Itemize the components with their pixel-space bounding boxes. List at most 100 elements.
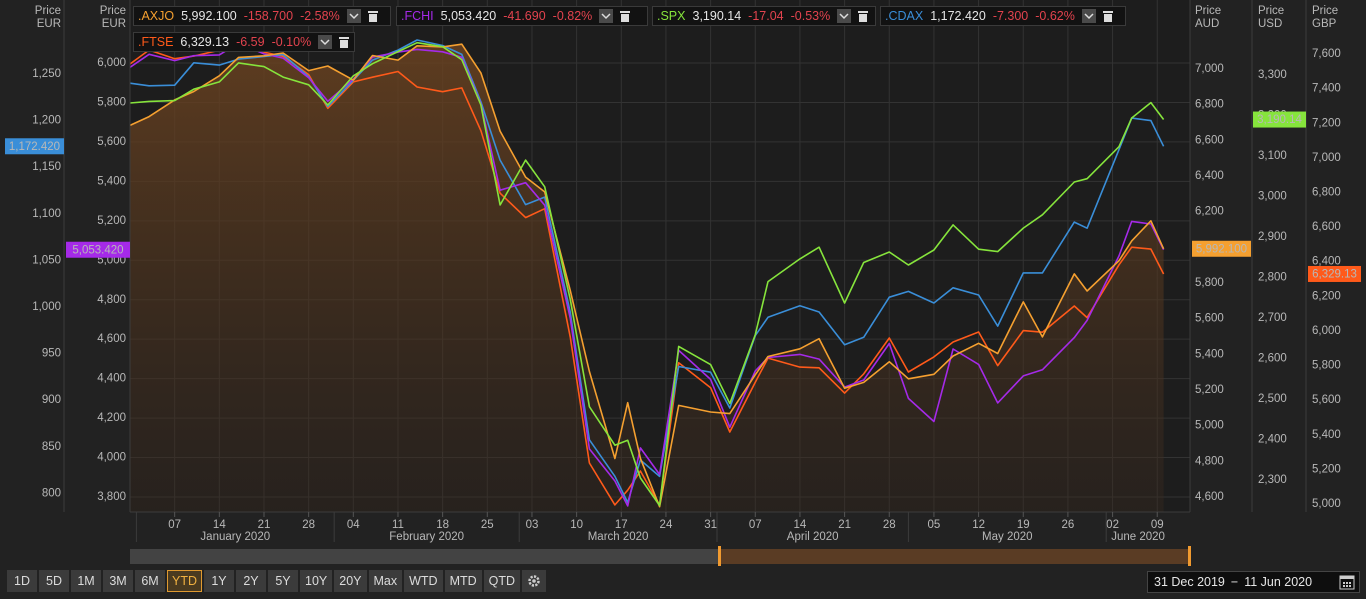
last-value-label: 6,329.13 [1312,269,1357,281]
date-to[interactable]: 11 Jun 2020 [1244,575,1313,589]
y-tick-label: 7,000 [1312,152,1341,164]
navigator-handle[interactable] [1188,546,1191,566]
y-tick-label: 5,000 [1195,420,1224,432]
y-tick-label: 6,200 [1195,206,1224,218]
y-tick-label: 7,200 [1312,117,1341,129]
y-tick-label: 1,050 [32,254,61,266]
range-button[interactable]: WTD [404,570,443,592]
dropdown-button[interactable] [1081,9,1096,23]
x-tick-label: 04 [347,519,360,531]
delete-button[interactable] [1101,9,1115,23]
range-button[interactable]: 3M [103,570,133,592]
dropdown-button[interactable] [837,9,852,23]
legend-name[interactable]: .CDAX [885,9,924,23]
x-tick-label: 03 [526,519,539,531]
dropdown-button[interactable] [346,9,361,23]
y-tick-label: 5,400 [1312,429,1341,441]
chart: PriceEUR8008509009501,0001,0501,1001,150… [5,0,1361,566]
y-tick-label: 6,200 [1312,290,1341,302]
delete-button[interactable] [856,9,870,23]
legend-change-pct: -0.82% [552,9,593,23]
range-button[interactable]: 1D [7,570,37,592]
y-tick-label: 5,800 [97,96,126,108]
y-tick-label: 2,300 [1258,474,1287,486]
y-tick-label: 5,800 [1195,277,1224,289]
y-tick-label: 6,800 [1312,186,1341,198]
range-button[interactable]: 5Y [268,570,298,592]
legend-change-pct: -0.62% [1035,9,1075,23]
axis-title: Price [1312,5,1338,17]
axis-title: Price [35,5,61,17]
legend-name[interactable]: .FTSE [138,35,174,49]
range-button[interactable]: 2Y [236,570,266,592]
y-tick-label: 3,000 [1258,191,1287,203]
x-tick-label: 21 [258,519,271,531]
x-tick-label: 05 [928,519,941,531]
range-button[interactable]: YTD [167,570,202,592]
x-tick-label: 14 [794,519,807,531]
calendar-icon[interactable] [1339,574,1355,590]
y-tick-label: 3,800 [97,491,126,503]
range-button[interactable]: QTD [483,570,521,592]
range-button[interactable]: 20Y [334,570,367,592]
dropdown-button[interactable] [318,35,333,49]
last-value-label: 1,172.420 [9,141,60,153]
y-tick-label: 850 [42,441,61,453]
legend-change: -6.59 [236,35,265,49]
dropdown-button[interactable] [599,9,614,23]
axis-unit: AUD [1195,18,1219,30]
month-label: April 2020 [787,531,839,543]
x-tick-label: 18 [436,519,449,531]
date-from[interactable]: 31 Dec 2019 [1154,575,1225,589]
y-tick-label: 4,400 [97,373,126,385]
range-button[interactable]: Max [368,570,403,592]
y-tick-label: 5,000 [1312,498,1341,510]
range-button[interactable]: 1Y [204,570,234,592]
range-button[interactable]: 5D [39,570,69,592]
x-tick-label: 17 [615,519,628,531]
x-tick-label: 10 [570,519,583,531]
range-button[interactable]: 1M [71,570,101,592]
legend-name[interactable]: .FCHI [401,9,434,23]
range-button[interactable]: MTD [444,570,482,592]
y-tick-label: 2,700 [1258,312,1287,324]
date-range: 31 Dec 2019 − 11 Jun 2020 [1147,571,1360,593]
axis-unit: EUR [102,18,126,30]
y-tick-label: 1,250 [32,68,61,80]
navigator-track[interactable] [130,549,720,564]
legend-name[interactable]: .SPX [657,9,686,23]
y-tick-label: 4,800 [97,294,126,306]
y-tick-label: 5,600 [97,136,126,148]
month-label: February 2020 [389,531,464,543]
x-tick-label: 24 [660,519,673,531]
x-tick-label: 14 [213,519,226,531]
settings-button[interactable] [522,570,547,592]
series-line [129,43,1165,508]
y-tick-label: 5,600 [1312,394,1341,406]
y-tick-label: 6,400 [1312,256,1341,268]
delete-button[interactable] [618,9,632,23]
y-tick-label: 2,600 [1258,353,1287,365]
date-separator: − [1230,575,1239,589]
delete-button[interactable] [337,35,351,49]
y-tick-label: 6,000 [97,57,126,69]
series-line [129,41,1165,507]
legend-change-pct: -0.53% [790,9,831,23]
y-tick-label: 4,600 [1195,491,1224,503]
range-toolbar: 1D 5D 1M 3M 6M YTD 1Y 2Y 5Y 10Y 20Y Max WTD MTD QTD [7,570,547,592]
legend-value: 6,329.13 [180,35,230,49]
legend-name[interactable]: .AXJO [138,9,175,23]
delete-button[interactable] [366,9,380,23]
y-tick-label: 2,500 [1258,393,1287,405]
y-tick-label: 6,400 [1195,170,1224,182]
y-tick-label: 1,100 [32,208,61,220]
navigator-handle[interactable] [718,546,721,566]
range-button[interactable]: 6M [135,570,165,592]
legend-value: 1,172.420 [930,9,986,23]
month-label: June 2020 [1111,531,1165,543]
navigator-selection[interactable] [720,549,1190,564]
last-value-badge [1308,265,1361,282]
range-button[interactable]: 10Y [300,570,333,592]
y-tick-label: 7,000 [1195,63,1224,75]
x-tick-label: 19 [1017,519,1030,531]
